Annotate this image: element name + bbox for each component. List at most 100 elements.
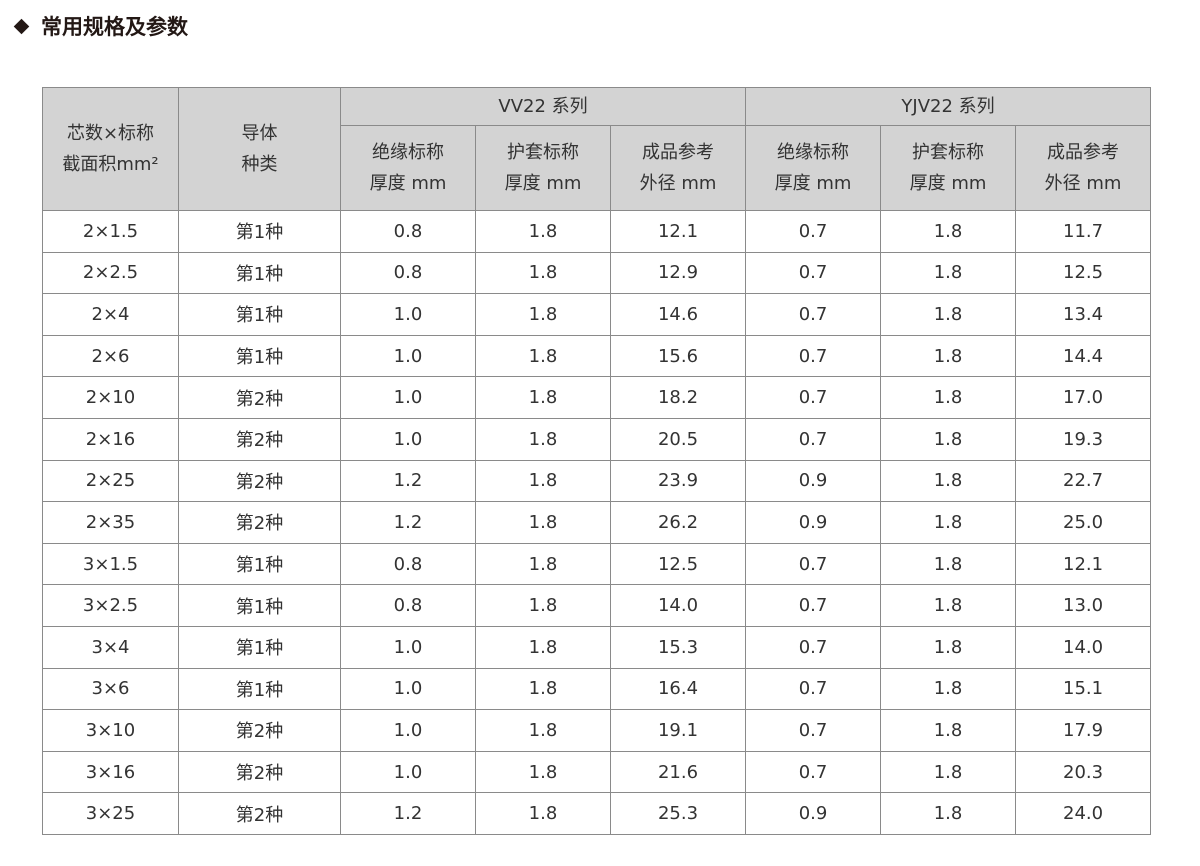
table-row: 3×4 第1种 1.0 1.8 15.3 0.7 1.8 14.0 — [42, 625, 1152, 669]
spec-table: 芯数×标称 截面积mm² 导体 种类 VV22 系列 YJV22 系列 绝缘标称… — [42, 87, 1152, 835]
table-cell: 1.8 — [880, 501, 1017, 544]
table-cell: 1.8 — [880, 709, 1017, 752]
header-spec: 芯数×标称 截面积mm² — [42, 87, 179, 211]
table-row: 2×1.5 第1种 0.8 1.8 12.1 0.7 1.8 11.7 — [42, 210, 1152, 253]
table-cell: 1.8 — [475, 542, 611, 586]
table-cell: 0.7 — [745, 625, 882, 669]
header-group-yjv22: YJV22 系列 — [745, 87, 1152, 126]
table-cell: 第1种 — [178, 293, 341, 336]
table-row: 2×35 第2种 1.2 1.8 26.2 0.9 1.8 25.0 — [42, 501, 1152, 544]
table-row: 2×16 第2种 1.0 1.8 20.5 0.7 1.8 19.3 — [42, 417, 1152, 461]
table-cell: 14.0 — [609, 584, 747, 627]
table-cell: 1.8 — [880, 334, 1017, 378]
table-cell: 第2种 — [178, 792, 341, 835]
table-cell: 22.7 — [1015, 459, 1152, 503]
table-row: 2×4 第1种 1.0 1.8 14.6 0.7 1.8 13.4 — [42, 293, 1152, 336]
table-cell: 25.0 — [1015, 501, 1152, 544]
table-cell: 18.2 — [609, 376, 747, 419]
table-cell: 15.3 — [609, 625, 747, 669]
table-cell: 2×6 — [42, 334, 179, 378]
table-cell: 第1种 — [178, 210, 341, 253]
table-cell: 2×25 — [42, 459, 179, 503]
table-cell: 0.7 — [745, 210, 882, 253]
table-cell: 1.8 — [475, 459, 611, 503]
table-cell: 第1种 — [178, 625, 341, 669]
table-cell: 1.0 — [340, 667, 476, 711]
table-cell: 1.2 — [340, 501, 476, 544]
table-cell: 14.4 — [1015, 334, 1152, 378]
table-cell: 0.9 — [745, 792, 882, 835]
table-cell: 1.0 — [340, 625, 476, 669]
table-cell: 14.0 — [1015, 625, 1152, 669]
table-row: 2×6 第1种 1.0 1.8 15.6 0.7 1.8 14.4 — [42, 334, 1152, 378]
table-cell: 3×25 — [42, 792, 179, 835]
table-cell: 3×2.5 — [42, 584, 179, 627]
table-cell: 1.8 — [880, 625, 1017, 669]
table-row: 3×10 第2种 1.0 1.8 19.1 0.7 1.8 17.9 — [42, 709, 1152, 752]
header-group-vv22: VV22 系列 — [339, 87, 747, 126]
table-row: 3×25 第2种 1.2 1.8 25.3 0.9 1.8 24.0 — [42, 792, 1152, 835]
table-row: 3×16 第2种 1.0 1.8 21.6 0.7 1.8 20.3 — [42, 750, 1152, 794]
subheader: 绝缘标称 厚度 mm — [340, 125, 476, 211]
table-cell: 3×16 — [42, 750, 179, 794]
table-cell: 第2种 — [178, 417, 341, 461]
table-cell: 24.0 — [1015, 792, 1152, 835]
table-cell: 0.7 — [745, 750, 882, 794]
table-row: 3×2.5 第1种 0.8 1.8 14.0 0.7 1.8 13.0 — [42, 584, 1152, 627]
table-cell: 2×2.5 — [42, 251, 179, 295]
table-cell: 26.2 — [609, 501, 747, 544]
table-cell: 1.0 — [340, 376, 476, 419]
table-cell: 0.7 — [745, 542, 882, 586]
table-cell: 16.4 — [609, 667, 747, 711]
table-cell: 1.8 — [880, 417, 1017, 461]
table-row: 2×2.5 第1种 0.8 1.8 12.9 0.7 1.8 12.5 — [42, 251, 1152, 295]
table-cell: 11.7 — [1015, 210, 1152, 253]
table-row: 2×25 第2种 1.2 1.8 23.9 0.9 1.8 22.7 — [42, 459, 1152, 503]
section-title: 常用规格及参数 — [12, 11, 188, 41]
table-cell: 第1种 — [178, 334, 341, 378]
table-cell: 17.9 — [1015, 709, 1152, 752]
table-cell: 1.2 — [340, 792, 476, 835]
table-cell: 14.6 — [609, 293, 747, 336]
table-cell: 2×16 — [42, 417, 179, 461]
table-cell: 1.8 — [475, 667, 611, 711]
table-cell: 0.7 — [745, 667, 882, 711]
table-cell: 2×35 — [42, 501, 179, 544]
table-cell: 12.5 — [609, 542, 747, 586]
table-cell: 1.8 — [880, 251, 1017, 295]
table-cell: 1.8 — [475, 501, 611, 544]
table-cell: 17.0 — [1015, 376, 1152, 419]
header-conductor: 导体 种类 — [178, 87, 341, 211]
table-cell: 0.9 — [745, 501, 882, 544]
table-cell: 1.8 — [475, 293, 611, 336]
table-cell: 3×6 — [42, 667, 179, 711]
table-cell: 第1种 — [178, 584, 341, 627]
table-cell: 0.7 — [745, 709, 882, 752]
table-cell: 1.8 — [880, 750, 1017, 794]
table-cell: 0.8 — [340, 542, 476, 586]
subheader: 绝缘标称 厚度 mm — [745, 125, 882, 211]
subheader: 护套标称 厚度 mm — [475, 125, 611, 211]
table-cell: 15.6 — [609, 334, 747, 378]
subheader: 成品参考 外径 mm — [609, 125, 747, 211]
table-cell: 1.8 — [475, 334, 611, 378]
table-cell: 第2种 — [178, 501, 341, 544]
table-cell: 1.0 — [340, 709, 476, 752]
table-cell: 第2种 — [178, 709, 341, 752]
table-cell: 13.4 — [1015, 293, 1152, 336]
table-cell: 0.9 — [745, 459, 882, 503]
table-cell: 1.8 — [880, 792, 1017, 835]
table-cell: 3×1.5 — [42, 542, 179, 586]
table-cell: 12.9 — [609, 251, 747, 295]
diamond-bullet-icon — [13, 18, 30, 34]
table-cell: 1.8 — [475, 210, 611, 253]
table-cell: 0.8 — [340, 251, 476, 295]
table-cell: 1.0 — [340, 417, 476, 461]
table-cell: 0.7 — [745, 334, 882, 378]
section-title-text: 常用规格及参数 — [41, 15, 188, 39]
subheader: 成品参考 外径 mm — [1015, 125, 1152, 211]
table-cell: 12.1 — [609, 210, 747, 253]
table-cell: 1.2 — [340, 459, 476, 503]
table-cell: 1.8 — [475, 709, 611, 752]
table-cell: 23.9 — [609, 459, 747, 503]
